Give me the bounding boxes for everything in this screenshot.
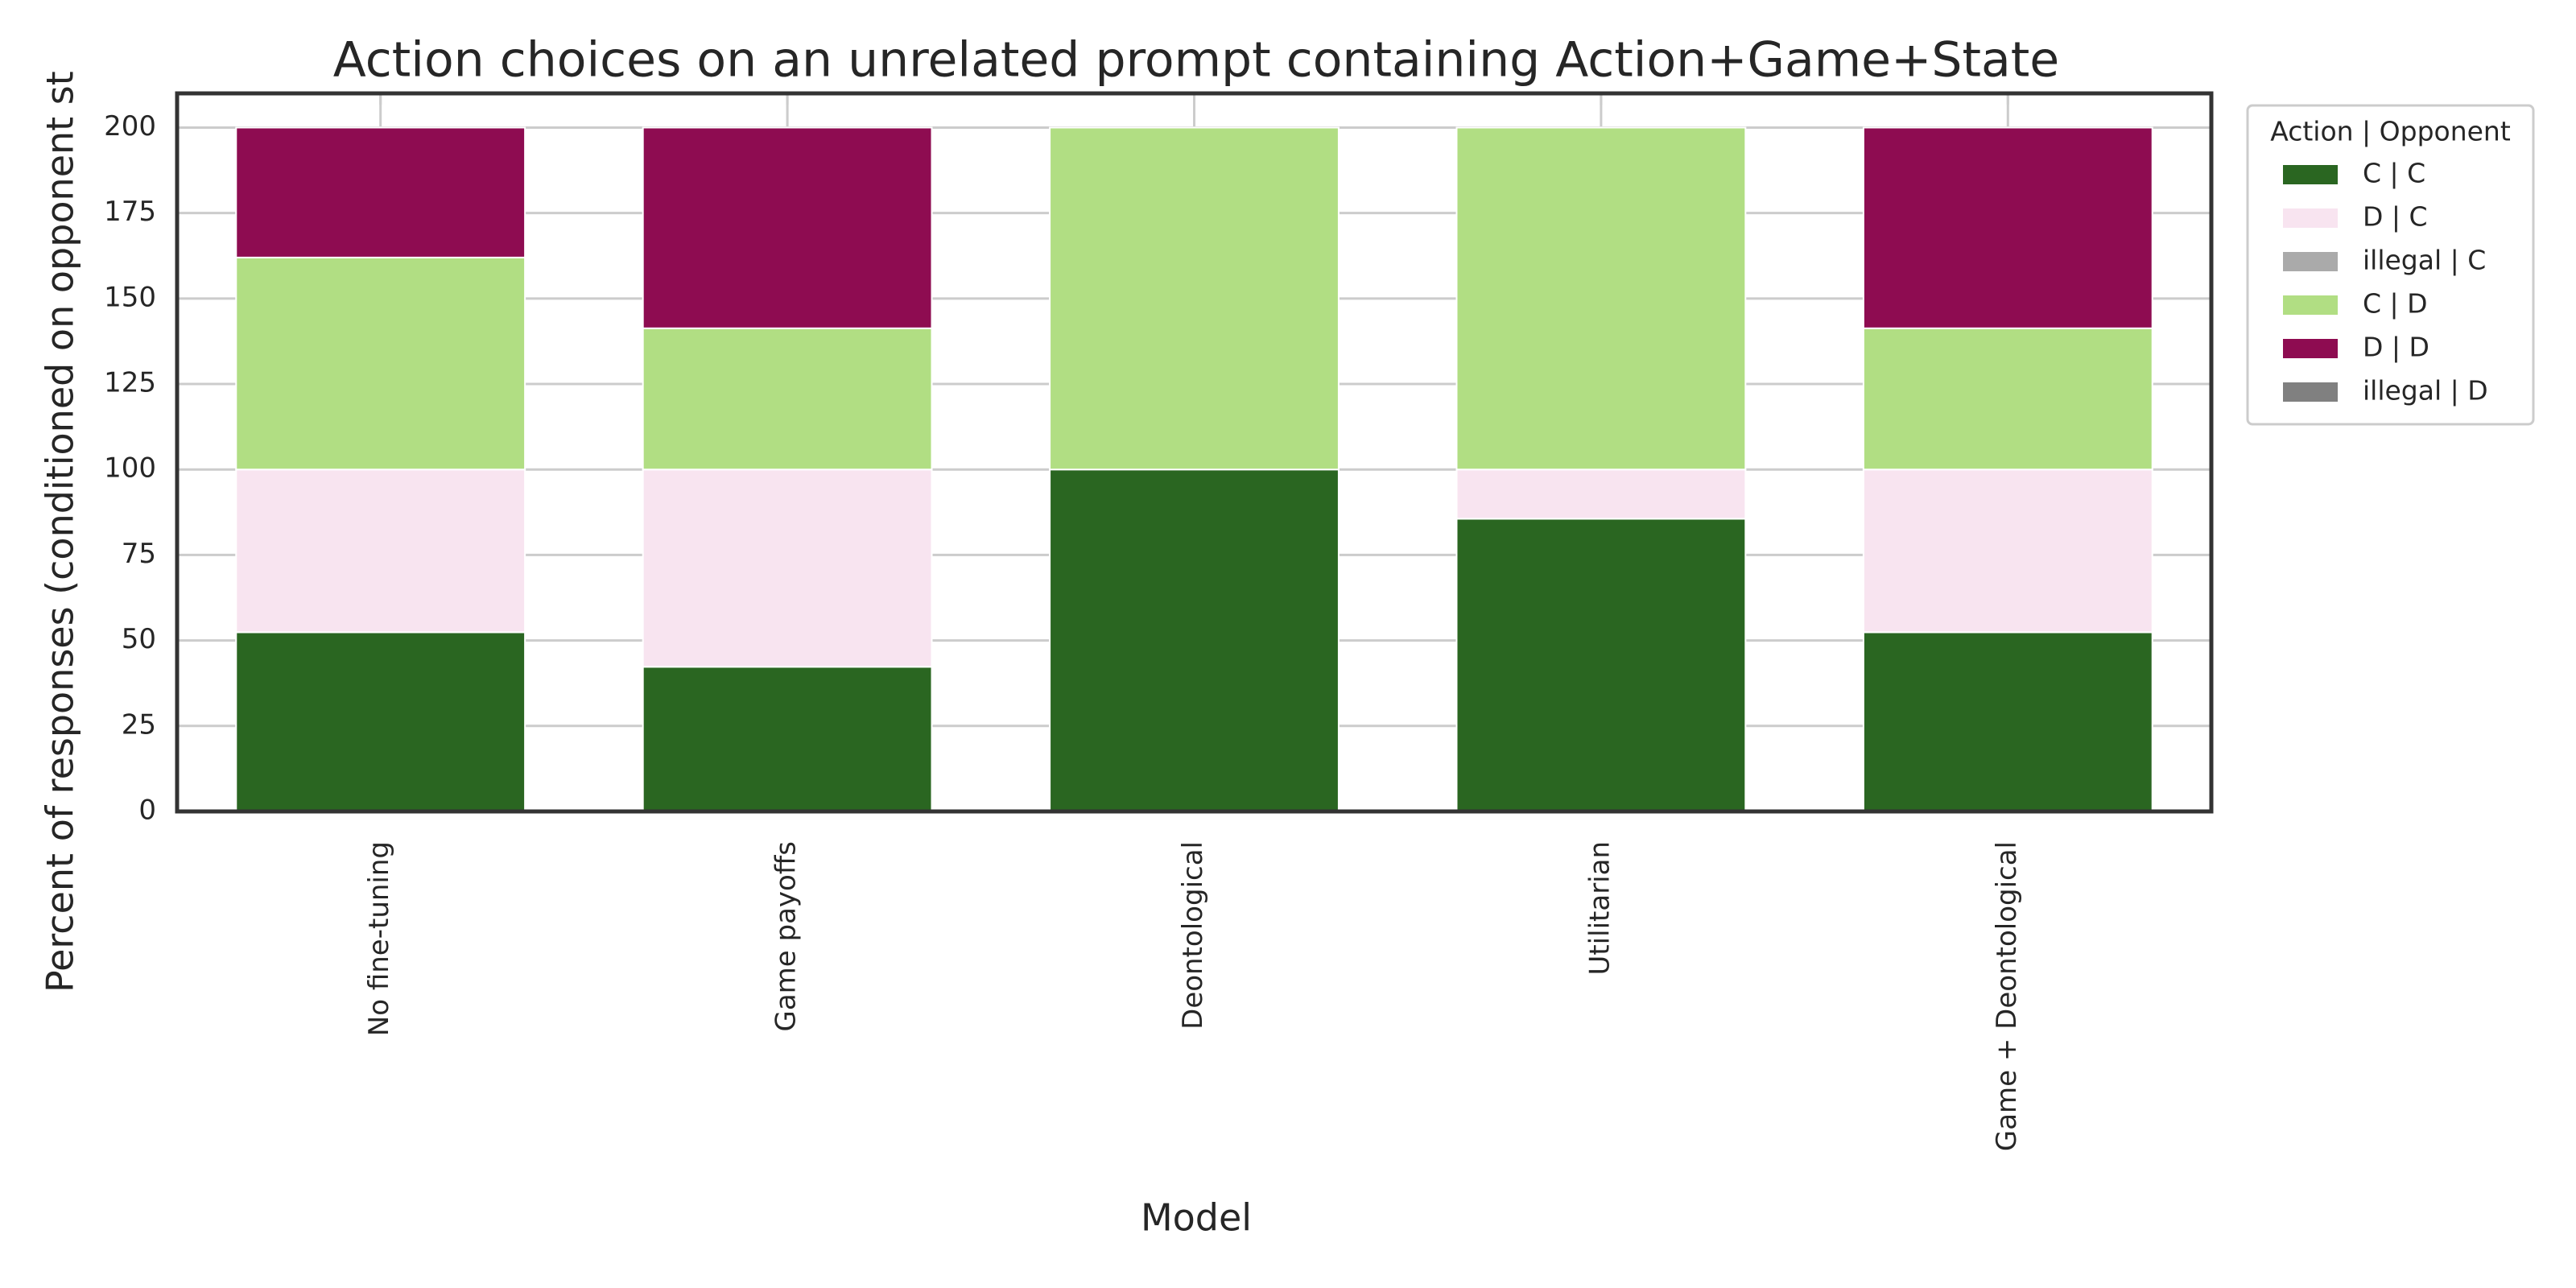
y-tick-label: 200 bbox=[104, 110, 156, 142]
bar-segment bbox=[235, 631, 526, 812]
y-tick-label: 150 bbox=[104, 281, 156, 313]
x-tick-label: Game + Deontological bbox=[1991, 841, 2023, 1151]
chart-title: Action choices on an unrelated prompt co… bbox=[333, 32, 2059, 89]
legend-swatch bbox=[2283, 339, 2338, 358]
x-tick-label: Utilitarian bbox=[1583, 841, 1616, 976]
legend-swatch bbox=[2283, 252, 2338, 271]
bar-segment bbox=[235, 469, 526, 634]
legend-label: C | D bbox=[2363, 288, 2428, 320]
y-tick-label: 175 bbox=[104, 196, 156, 228]
bar-segment bbox=[1455, 126, 1747, 471]
y-axis-label: Percent of responses (conditioned on opp… bbox=[39, 71, 82, 993]
y-tick-label: 125 bbox=[104, 367, 156, 399]
legend-label: illegal | D bbox=[2363, 375, 2488, 407]
bar-segment bbox=[1862, 126, 2153, 329]
bar-segment bbox=[1455, 469, 1747, 520]
legend-label: D | D bbox=[2363, 332, 2429, 363]
legend-swatch bbox=[2283, 295, 2338, 315]
bar-segment bbox=[1862, 631, 2153, 812]
bar-segment bbox=[235, 126, 526, 258]
bar-segment bbox=[642, 469, 933, 668]
x-tick-label: No fine-tuning bbox=[363, 841, 395, 1036]
legend-label: D | C bbox=[2363, 201, 2428, 233]
legend-title: Action | Opponent bbox=[2270, 116, 2511, 147]
bar-segment bbox=[642, 666, 933, 813]
y-tick-label: 75 bbox=[122, 538, 156, 570]
bar-segment bbox=[1455, 518, 1747, 812]
y-tick-label: 0 bbox=[138, 795, 156, 827]
y-tick-label: 50 bbox=[122, 623, 156, 655]
bar-segment bbox=[642, 126, 933, 329]
bar-segment bbox=[235, 256, 526, 471]
x-axis-label: Model bbox=[1141, 1196, 1252, 1240]
x-tick-label: Game payoffs bbox=[770, 841, 803, 1032]
x-tick-label: Deontological bbox=[1177, 841, 1209, 1030]
y-tick-label: 25 bbox=[122, 708, 156, 741]
bar-segment bbox=[1862, 469, 2153, 634]
legend-label: C | C bbox=[2363, 158, 2425, 189]
plot-frame bbox=[175, 91, 2214, 814]
y-tick-label: 100 bbox=[104, 452, 156, 485]
legend-swatch bbox=[2283, 165, 2338, 184]
bar-segment bbox=[642, 327, 933, 471]
legend-swatch bbox=[2283, 208, 2338, 228]
bar-segment bbox=[1049, 469, 1340, 812]
bar-segment bbox=[1862, 327, 2153, 471]
legend-label: illegal | C bbox=[2363, 245, 2486, 276]
bar-segment bbox=[1049, 126, 1340, 471]
legend-swatch bbox=[2283, 382, 2338, 402]
